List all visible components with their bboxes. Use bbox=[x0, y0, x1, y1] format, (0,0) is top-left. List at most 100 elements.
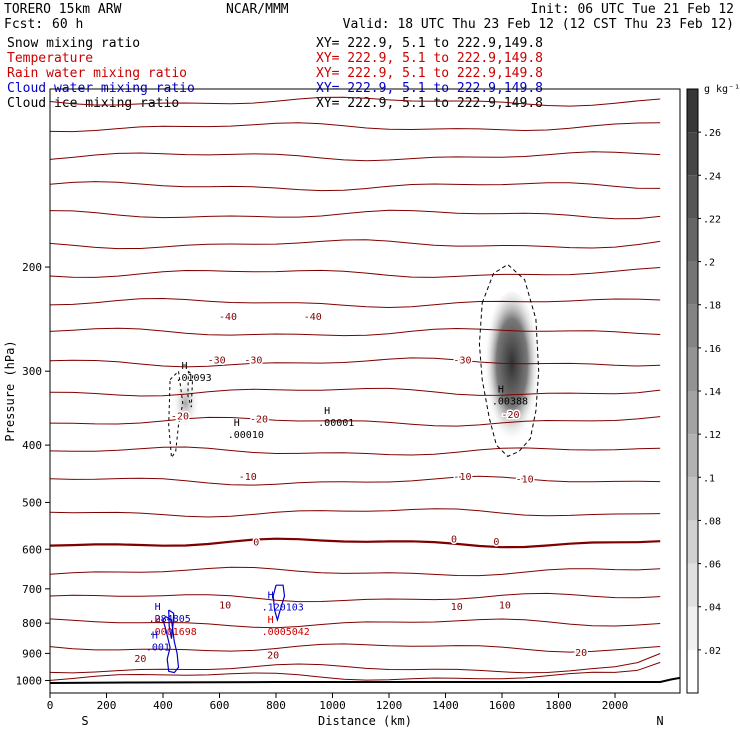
maximum-value: .01093 bbox=[175, 373, 211, 384]
colorbar-tick-label: .02 bbox=[703, 646, 721, 657]
temperature-label: 10 bbox=[499, 601, 511, 612]
maximum-marker: H bbox=[152, 631, 158, 642]
x-tick-label: 2000 bbox=[602, 699, 629, 712]
colorbar-bin bbox=[687, 391, 698, 435]
maximum-marker: H bbox=[181, 361, 187, 372]
temperature-contour bbox=[49, 508, 661, 518]
temperature-label: 0 bbox=[253, 537, 259, 548]
colorbar-bin bbox=[687, 520, 698, 564]
temperature-label: -20 bbox=[250, 414, 268, 425]
cloud-water-contours bbox=[162, 584, 286, 674]
field-name: Snow mixing ratio bbox=[7, 36, 140, 51]
y-tick-label: 500 bbox=[22, 496, 42, 509]
maximum-marker: H bbox=[155, 615, 161, 626]
maximum-value: .0005042 bbox=[262, 627, 310, 638]
maximum-marker: H bbox=[324, 406, 330, 417]
colorbar-tick-label: .16 bbox=[703, 344, 721, 355]
colorbar: .02 .04 .06 .08 .1 .12 .14 .16 .18 .2 .22 .24 .26 bbox=[686, 88, 721, 694]
right-endpoint: N bbox=[656, 714, 663, 728]
temperature-label: -30 bbox=[244, 356, 262, 367]
temperature-contour bbox=[49, 357, 661, 368]
field-xy: XY= 222.9, 5.1 to 222.9,149.8 bbox=[316, 66, 543, 81]
temperature-contour bbox=[49, 151, 661, 162]
colorbar-tick-label: .2 bbox=[703, 258, 715, 269]
x-tick-label: 1000 bbox=[319, 699, 346, 712]
maximum-value: .120103 bbox=[262, 602, 304, 613]
temperature-label: -40 bbox=[304, 312, 322, 323]
field-legend: Snow mixing ratio XY= 222.9, 5.1 to 222.9… bbox=[7, 36, 543, 111]
maxima-labels: H.01093H.00010H.00001H.00388H.284805H.12… bbox=[146, 361, 528, 654]
y-tick-label: 800 bbox=[22, 617, 42, 630]
left-endpoint: S bbox=[81, 714, 88, 728]
y-tick-label: 1000 bbox=[16, 674, 43, 687]
maximum-value: .284805 bbox=[149, 614, 191, 625]
y-tick-label: 300 bbox=[22, 365, 42, 378]
maximum-marker: H bbox=[498, 384, 504, 395]
colorbar-tick-label: .08 bbox=[703, 516, 721, 527]
x-tick-label: 0 bbox=[47, 699, 54, 712]
temperature-label: 0 bbox=[493, 537, 499, 548]
temperature-label: -10 bbox=[239, 472, 257, 483]
colorbar-tick-label: .12 bbox=[703, 430, 721, 441]
field-xy: XY= 222.9, 5.1 to 222.9,149.8 bbox=[316, 96, 543, 111]
valid-time: Valid: 18 UTC Thu 23 Feb 12 (12 CST Thu … bbox=[343, 17, 734, 32]
colorbar-bin bbox=[687, 261, 698, 305]
temperature-label: 0 bbox=[451, 535, 457, 546]
temperature-label: -40 bbox=[219, 312, 237, 323]
snow-small-blob bbox=[171, 377, 200, 430]
x-tick-label: 200 bbox=[97, 699, 117, 712]
temperature-label: 20 bbox=[134, 654, 146, 665]
fcst-value: 60 h bbox=[52, 17, 83, 32]
maximum-marker: H bbox=[234, 418, 240, 429]
cloud-ice-contours bbox=[168, 263, 540, 460]
temperature-contour bbox=[49, 209, 661, 220]
axes: 0 200 400 600 800 1000 1200 1400 1600 1800 2000200… bbox=[16, 261, 629, 712]
y-axis-label: Pressure (hPa) bbox=[3, 340, 17, 441]
y-tick-label: 600 bbox=[22, 543, 42, 556]
x-tick-label: 1400 bbox=[432, 699, 459, 712]
colorbar-bin bbox=[687, 477, 698, 521]
contour-labels: -40 -40 -30 -30 -30 -20 -20 -20 -10 -10 -10 0 0 0 10 10… bbox=[133, 311, 589, 667]
temperature-contour bbox=[49, 122, 661, 133]
field-xy: XY= 222.9, 5.1 to 222.9,149.8 bbox=[316, 51, 543, 66]
temperature-contour bbox=[49, 592, 661, 603]
y-tick-label: 400 bbox=[22, 439, 42, 452]
terrain-line bbox=[49, 676, 681, 684]
colorbar-bin bbox=[687, 89, 698, 133]
temperature-label: -30 bbox=[208, 356, 226, 367]
colorbar-tick-label: .06 bbox=[703, 560, 721, 571]
terrain-profile bbox=[49, 676, 681, 684]
cloud-water-contour bbox=[168, 609, 175, 639]
temperature-contour bbox=[49, 416, 661, 427]
field-name: Rain water mixing ratio bbox=[7, 66, 187, 81]
init-time: Init: 06 UTC Tue 21 Feb 12 bbox=[531, 2, 735, 17]
cloud-water-contour bbox=[272, 584, 286, 623]
ice-contour-small bbox=[187, 370, 194, 408]
colorbar-tick-label: .14 bbox=[703, 387, 721, 398]
field-xy: XY= 222.9, 5.1 to 222.9,149.8 bbox=[316, 36, 543, 51]
ice-contour-small bbox=[168, 370, 184, 460]
temperature-label: -30 bbox=[453, 356, 471, 367]
y-tick-label: 200 bbox=[22, 261, 42, 274]
maximum-value: .001 bbox=[146, 643, 170, 654]
temperature-contour bbox=[49, 643, 661, 653]
colorbar-tick-label: .26 bbox=[703, 128, 721, 139]
model-title: TORERO 15km ARW bbox=[4, 2, 122, 17]
x-tick-label: 1800 bbox=[545, 699, 572, 712]
maximum-value: .00010 bbox=[228, 430, 264, 441]
x-tick-label: 600 bbox=[210, 699, 230, 712]
colorbar-unit: g kg⁻¹ bbox=[704, 84, 740, 95]
temperature-contours bbox=[49, 96, 661, 681]
colorbar-tick-label: .1 bbox=[703, 473, 715, 484]
maximum-marker: H bbox=[268, 615, 274, 626]
temperature-label: 20 bbox=[575, 648, 587, 659]
temperature-label: -20 bbox=[171, 412, 189, 423]
maximum-value: .0001698 bbox=[149, 627, 197, 638]
snow-maximum-blob bbox=[483, 291, 540, 452]
temperature-contour bbox=[49, 446, 661, 456]
colorbar-bin bbox=[687, 563, 698, 607]
colorbar-tick-label: .22 bbox=[703, 214, 721, 225]
maximum-value: .00001 bbox=[318, 418, 354, 429]
x-tick-label: 1600 bbox=[489, 699, 516, 712]
